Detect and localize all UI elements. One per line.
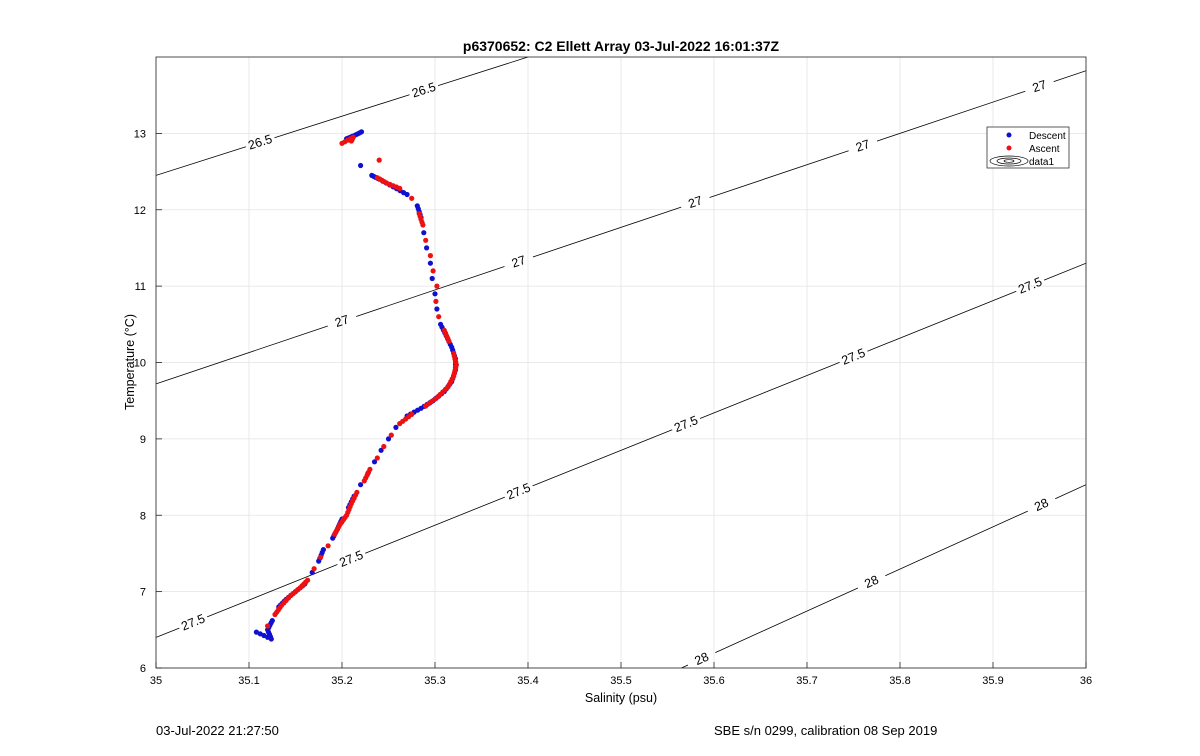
contour-label: 27 xyxy=(510,253,528,271)
ascent-point xyxy=(265,623,271,629)
legend-ascent-label: Ascent xyxy=(1029,144,1060,155)
contour-line-27 xyxy=(156,70,1086,385)
ascent-point xyxy=(305,577,311,583)
descent-point xyxy=(421,230,427,236)
ascent-point xyxy=(325,543,331,549)
descent-point xyxy=(424,245,430,251)
x-tick-label: 35.5 xyxy=(610,675,631,687)
descent-point xyxy=(393,424,399,430)
contour-label: 27 xyxy=(333,312,351,330)
x-tick-label: 35.8 xyxy=(889,675,910,687)
x-tick-label: 35.6 xyxy=(703,675,724,687)
contour-line-27.5 xyxy=(156,262,1086,638)
contour-label: 27 xyxy=(1031,78,1049,96)
descent-point xyxy=(358,482,364,488)
ascent-point xyxy=(374,455,380,461)
y-axis-label: Temperature (°C) xyxy=(123,314,137,410)
contour-line-26.5 xyxy=(156,57,529,176)
y-tick-label: 10 xyxy=(134,358,146,370)
contour-label: 28 xyxy=(692,650,710,669)
legend-ascent-marker xyxy=(1006,145,1012,151)
ascent-point xyxy=(416,211,422,217)
ascent-point xyxy=(311,566,317,572)
contour-label: 27 xyxy=(854,137,872,155)
ascent-point xyxy=(376,157,382,163)
y-tick-label: 7 xyxy=(140,587,146,599)
descent-point xyxy=(432,291,438,297)
ascent-point xyxy=(348,138,354,144)
x-tick-label: 35.4 xyxy=(517,675,538,687)
ascent-point xyxy=(374,175,380,181)
x-tick-label: 36 xyxy=(1080,675,1092,687)
ascent-point xyxy=(367,466,373,472)
contour-label: 28 xyxy=(862,573,880,592)
descent-point xyxy=(427,260,433,266)
footer-calibration: SBE s/n 0299, calibration 08 Sep 2019 xyxy=(714,723,938,738)
legend-contour-icon xyxy=(989,155,1029,167)
ascent-point xyxy=(433,298,439,304)
ascent-point xyxy=(423,237,429,243)
ascent-point xyxy=(436,314,442,320)
descent-point xyxy=(429,275,435,282)
y-tick-label: 12 xyxy=(134,205,146,217)
density-contours: 26.526.5272727272727.527.527.527.527.527… xyxy=(156,57,1086,668)
y-tick-label: 13 xyxy=(134,128,146,140)
descent-point xyxy=(385,436,392,442)
descent-point xyxy=(371,459,378,465)
legend-data1-label: data1 xyxy=(1029,157,1054,168)
ascent-point xyxy=(388,432,394,438)
descent-point xyxy=(269,618,275,624)
x-tick-label: 35 xyxy=(150,675,162,687)
ascent-point xyxy=(451,350,457,356)
y-tick-label: 11 xyxy=(135,281,146,293)
ascent-point xyxy=(354,489,360,495)
descent-point xyxy=(438,321,444,327)
contour-label: 27 xyxy=(687,193,705,211)
legend: Descent Ascent data1 xyxy=(986,126,1070,169)
descent-point xyxy=(434,306,440,312)
data-points xyxy=(253,129,459,642)
descent-point xyxy=(414,203,420,209)
x-axis-label: Salinity (psu) xyxy=(585,691,657,705)
x-tick-label: 35.2 xyxy=(331,675,352,687)
ascent-point xyxy=(409,195,415,201)
ascent-point xyxy=(430,268,436,274)
contour-line-28 xyxy=(681,484,1086,668)
contour-label: 28 xyxy=(1032,496,1050,515)
ascent-point xyxy=(381,443,387,450)
descent-point xyxy=(369,172,375,178)
ascent-point xyxy=(427,253,433,259)
x-tick-label: 35.7 xyxy=(796,675,817,687)
x-tick-label: 35.3 xyxy=(424,675,445,687)
ascent-point xyxy=(441,327,447,333)
footer-timestamp: 03-Jul-2022 21:27:50 xyxy=(156,723,279,738)
y-tick-label: 8 xyxy=(140,510,146,522)
ascent-point xyxy=(434,283,440,289)
ascent-point xyxy=(318,554,324,560)
legend-descent-label: Descent xyxy=(1029,131,1066,142)
axis-ticks: 35 35.1 35.2 35.3 35.4 35.5 35.6 35.7 35.8 35.9 36… xyxy=(134,128,1092,687)
descent-point xyxy=(358,162,364,169)
descent-point xyxy=(320,547,326,553)
legend-descent-marker xyxy=(1006,132,1012,138)
x-tick-label: 35.9 xyxy=(982,675,1003,687)
y-tick-label: 6 xyxy=(140,663,146,675)
descent-point xyxy=(378,447,384,453)
y-tick-label: 9 xyxy=(140,434,146,446)
x-tick-label: 35.1 xyxy=(238,675,259,687)
chart-title: p6370652: C2 Ellett Array 03-Jul-2022 16… xyxy=(463,38,780,54)
ascent-point xyxy=(409,411,415,417)
